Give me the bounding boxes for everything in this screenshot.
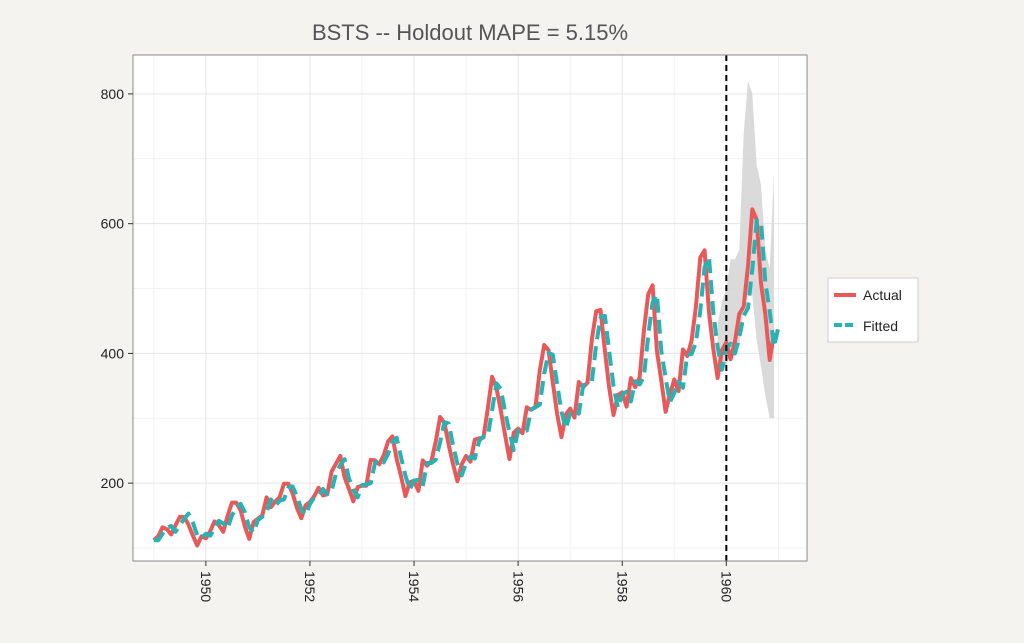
series-line-fitted: [153, 218, 781, 543]
legend-label-actual: Actual: [863, 287, 902, 303]
y-tick-label: 600: [101, 216, 125, 232]
legend-label-fitted: Fitted: [863, 318, 898, 334]
forecast-band-layer: [717, 80, 774, 419]
x-tick-label: 1954: [406, 571, 422, 602]
grid-lines: [133, 55, 807, 561]
x-tick-label: 1952: [302, 571, 318, 602]
legend: Actual Fitted: [827, 277, 919, 343]
legend-box: [827, 277, 919, 343]
y-tick-label: 200: [101, 475, 125, 491]
plot-border: [132, 54, 808, 562]
x-tick-label: 1958: [614, 571, 630, 602]
axes: 200 400 600 800 1950 1952 1954 1956 1958 1960: [101, 86, 735, 602]
x-tick-label: 1956: [510, 571, 526, 602]
x-tick-label: 1950: [198, 571, 214, 602]
x-tick-label: 1960: [718, 571, 734, 602]
series-layer: [152, 207, 781, 548]
plot-panel: [133, 55, 807, 561]
forecast-interval-band: [717, 80, 774, 419]
chart-title: BSTS -- Holdout MAPE = 5.15%: [312, 20, 628, 45]
y-tick-label: 800: [101, 86, 125, 102]
y-tick-label: 400: [101, 345, 125, 361]
